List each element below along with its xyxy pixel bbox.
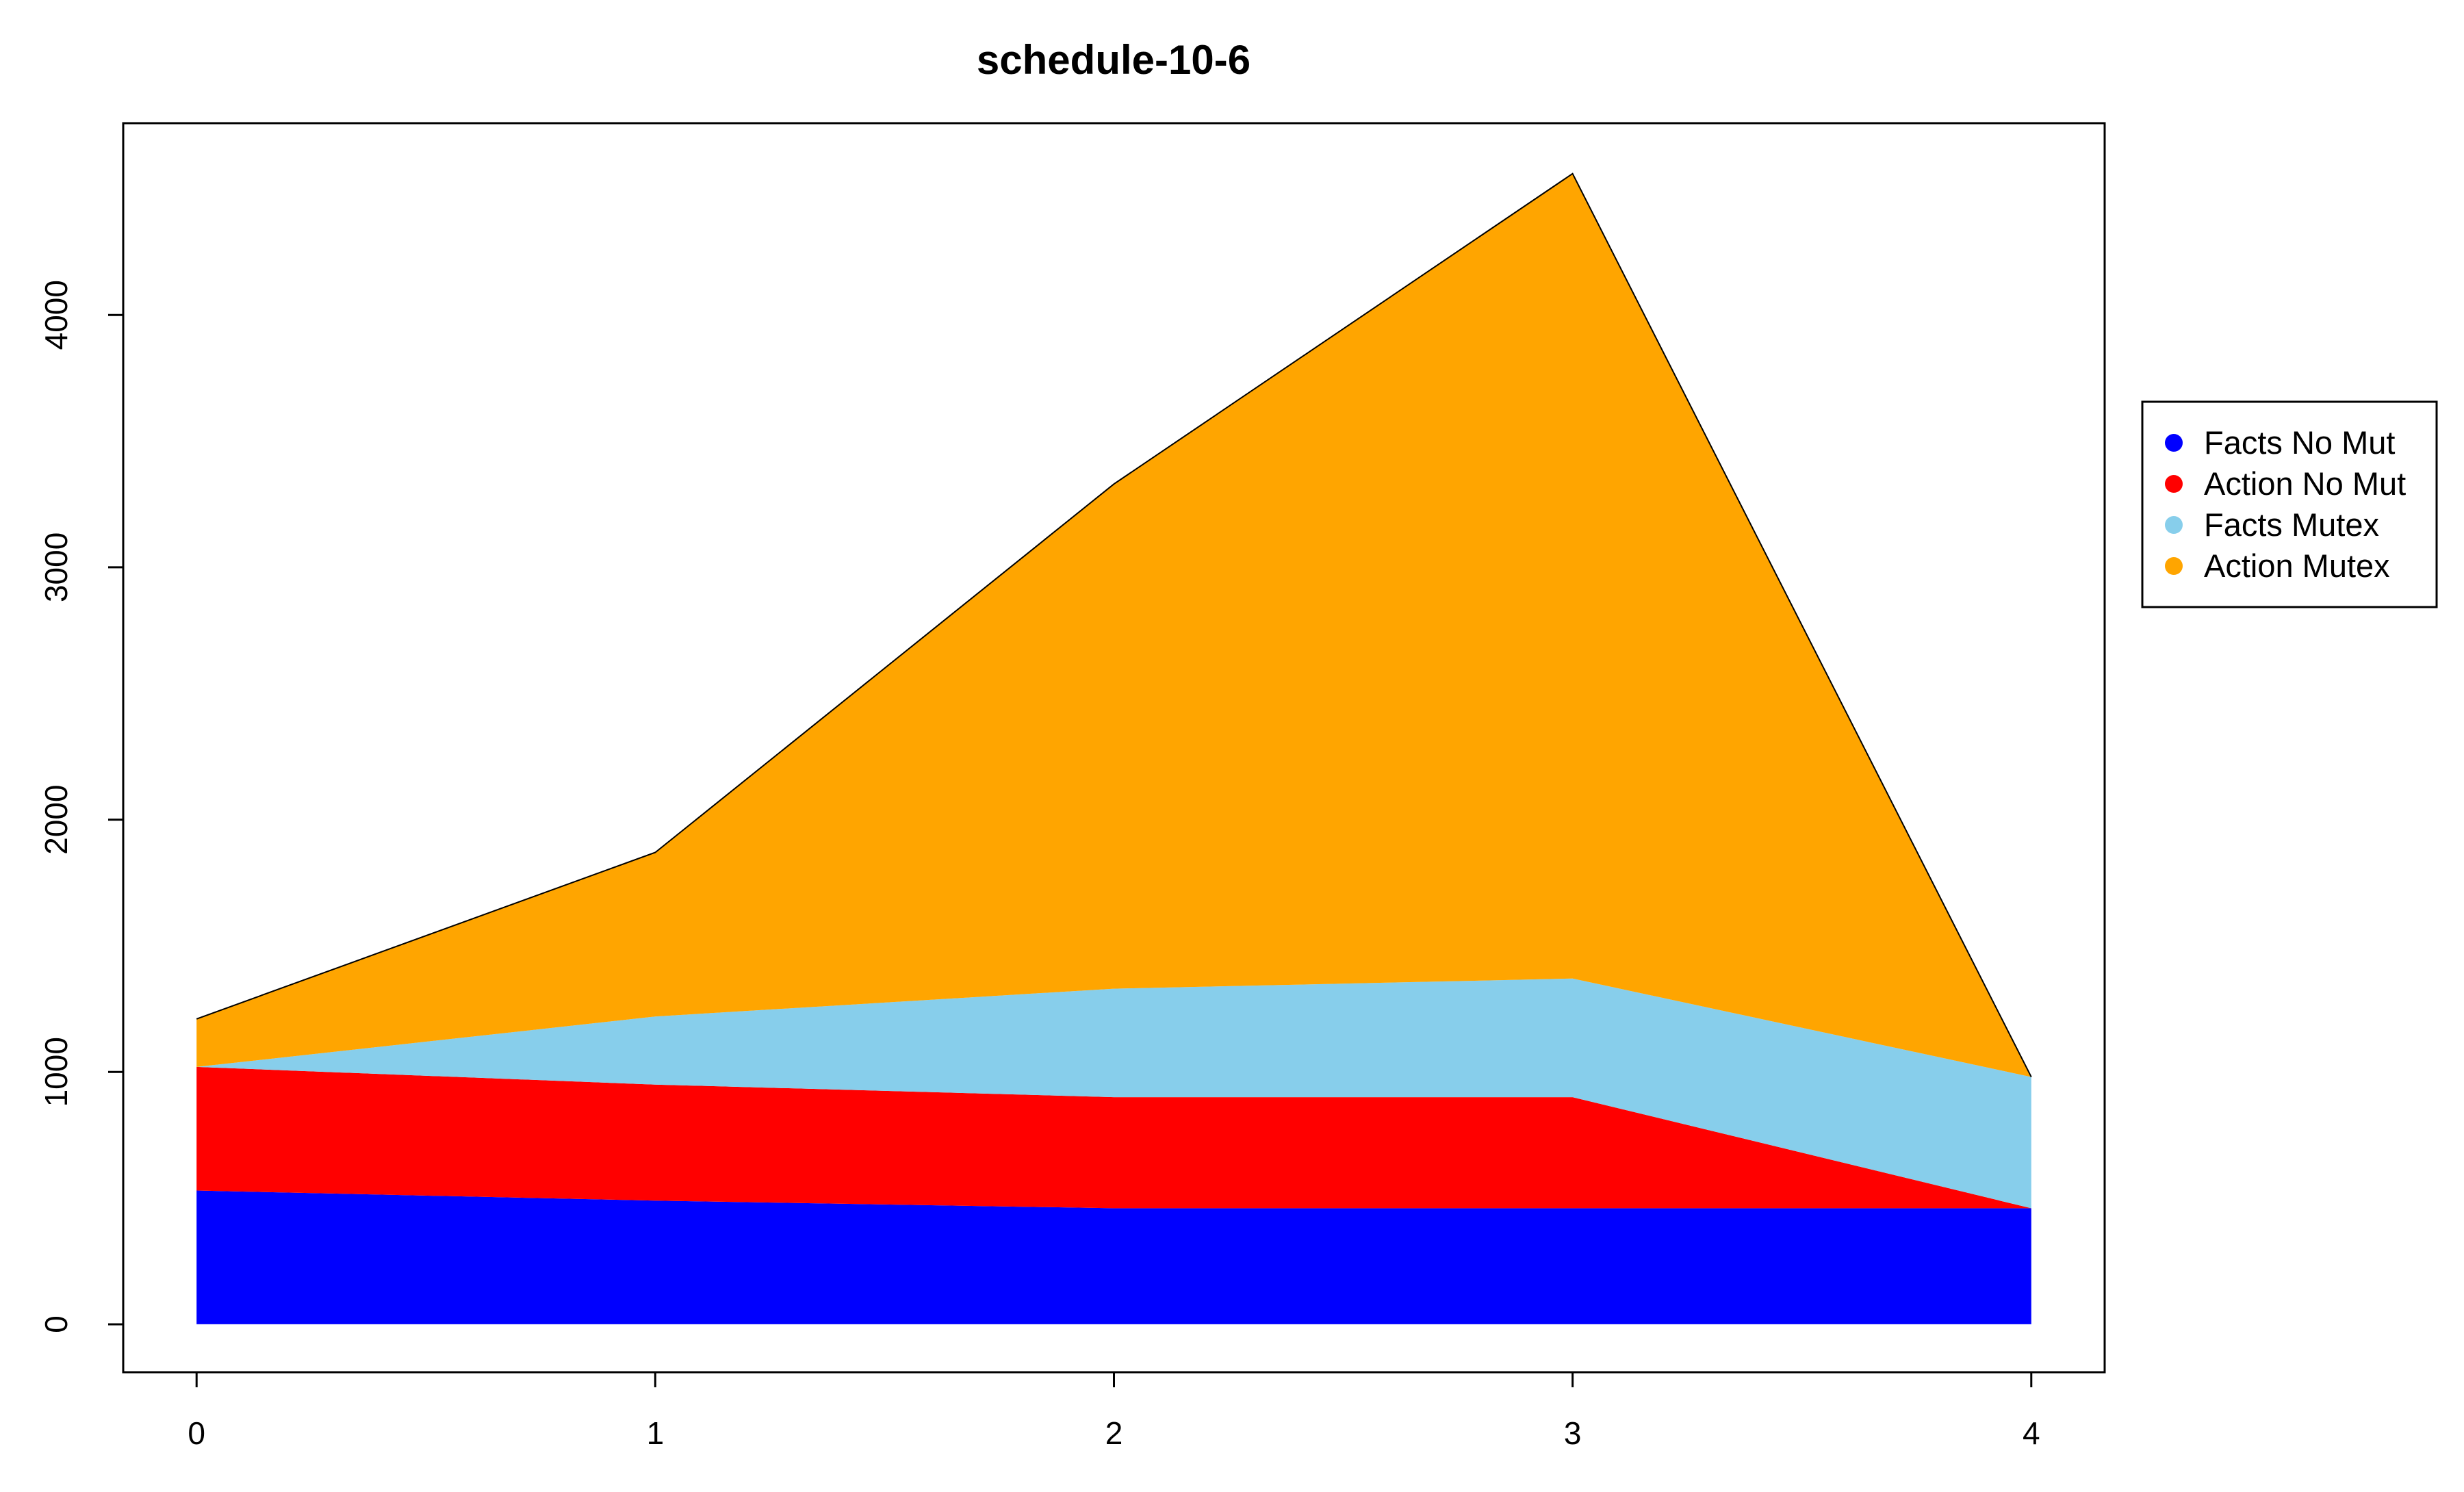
x-axis: 0 1 2 3 4 xyxy=(188,1371,2040,1451)
legend-label: Facts No Mut xyxy=(2204,424,2395,461)
x-tick-label: 3 xyxy=(1564,1415,1582,1451)
y-tick-label: 4000 xyxy=(38,280,74,350)
legend-label: Facts Mutex xyxy=(2204,506,2379,543)
legend-marker xyxy=(2165,516,2183,534)
legend: Facts No Mut Action No Mut Facts Mutex Acti… xyxy=(2141,400,2438,608)
legend-marker xyxy=(2165,557,2183,575)
legend-marker xyxy=(2165,475,2183,493)
x-tick-label: 1 xyxy=(647,1415,665,1451)
stack-top-outline xyxy=(196,172,2032,1078)
y-axis: 0 1000 2000 3000 4000 xyxy=(38,280,125,1333)
y-tick-label: 3000 xyxy=(38,532,74,602)
y-tick-label: 0 xyxy=(38,1315,74,1333)
area-action-no-mut xyxy=(196,1066,2031,1209)
legend-items: Facts No Mut Action No Mut Facts Mutex Acti… xyxy=(2165,424,2406,584)
legend-box xyxy=(2141,400,2438,608)
x-tick-label: 2 xyxy=(1105,1415,1123,1451)
area-action-mutex xyxy=(196,173,2031,1077)
chart-title: schedule-10-6 xyxy=(977,37,1250,83)
x-tick-label: 4 xyxy=(2023,1415,2040,1451)
area-facts-no-mut xyxy=(196,1190,2031,1324)
area-facts-mutex xyxy=(196,978,2031,1209)
x-tick-label: 0 xyxy=(188,1415,205,1451)
y-tick-label: 1000 xyxy=(38,1037,74,1107)
y-tick-label: 2000 xyxy=(38,784,74,854)
areas-layer xyxy=(196,172,2032,1324)
legend-label: Action Mutex xyxy=(2204,548,2390,584)
legend-label: Action No Mut xyxy=(2204,465,2406,502)
legend-marker xyxy=(2165,434,2183,452)
